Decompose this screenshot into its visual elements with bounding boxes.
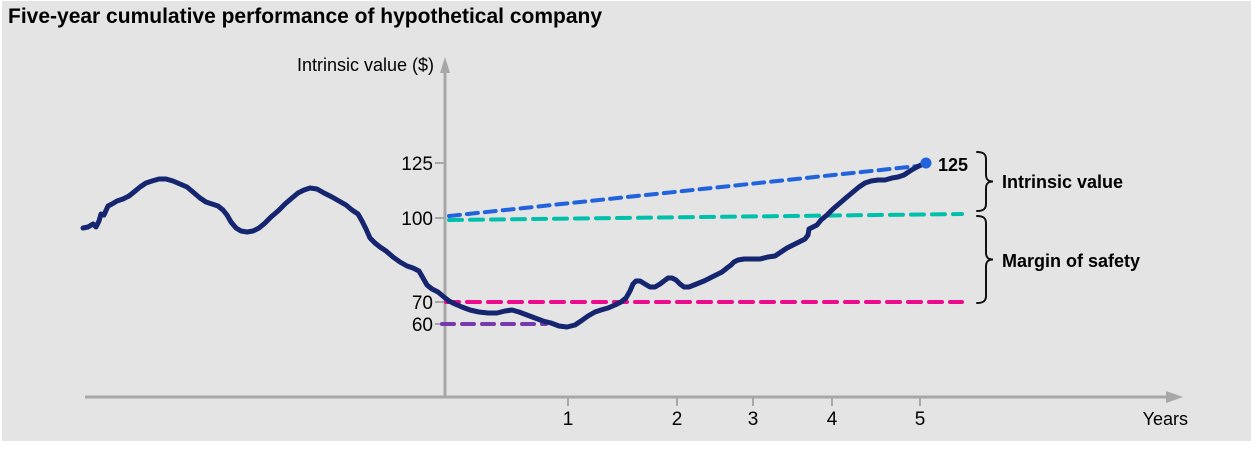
x-axis-arrowhead-icon [1166,391,1183,403]
chart-title: Five-year cumulative performance of hypo… [8,5,603,28]
series-initial-intrinsic-level [447,212,964,222]
y-axis-title: Intrinsic value ($) [297,55,434,75]
annotation-label: Intrinsic value [1002,172,1123,192]
x-tick-label: 5 [915,409,926,430]
price-endpoint-dot [920,157,932,169]
y-axis-arrowhead-icon [440,57,450,73]
annotation-brace [976,151,994,212]
x-axis-title: Years [1143,409,1188,429]
y-tick-label: 125 [401,154,433,175]
series-intrinsic-value-line [447,164,920,218]
chart-panel [2,1,1251,441]
x-tick-label: 4 [827,409,838,430]
y-tick-label: 70 [412,293,433,314]
endpoint-value-label: 125 [938,155,968,175]
y-tick-label: 60 [412,315,433,336]
annotation-brace [976,215,994,304]
x-tick-label: 3 [748,409,759,430]
x-tick-label: 1 [563,409,574,430]
series-market-price [80,161,926,330]
x-tick-label: 2 [672,409,683,430]
annotation-label: Margin of safety [1002,251,1140,271]
y-tick-label: 100 [401,209,433,230]
